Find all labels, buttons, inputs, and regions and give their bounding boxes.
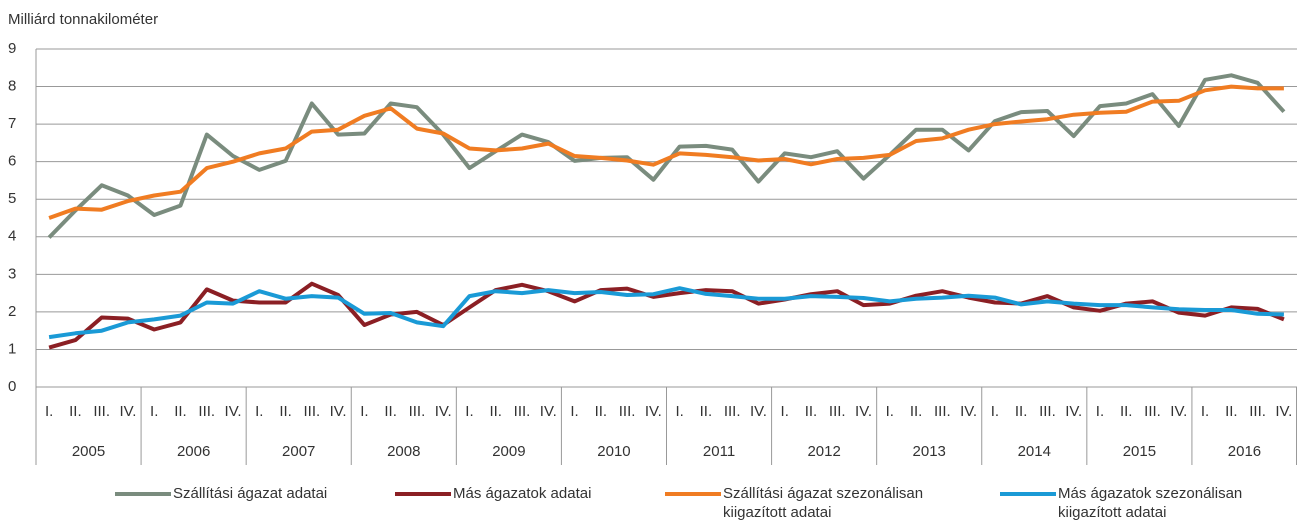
y-tick-label: 8: [8, 78, 16, 95]
year-label: 2010: [597, 443, 630, 460]
legend-item: Más ágazatok szezonálisan kiigazított ad…: [1000, 484, 1297, 522]
x-tick-label: III.: [1039, 403, 1056, 420]
y-tick-label: 7: [8, 115, 16, 132]
chart: Milliárd tonnakilométer 0 1 2 3 4 5 6 7 8 9 I. II. I…: [8, 11, 1297, 465]
y-tick-label: 2: [8, 303, 16, 320]
legend-item: Más ágazatok adatai: [395, 484, 653, 503]
legend-item: Szállítási ágazat szezonálisan kiigazíto…: [665, 484, 963, 522]
x-tick-label: IV.: [750, 403, 767, 420]
x-tick-label: II.: [279, 403, 292, 420]
year-label: 2012: [807, 443, 840, 460]
year-label: 2015: [1123, 443, 1156, 460]
x-tick-label: I.: [360, 403, 368, 420]
year-label: 2014: [1018, 443, 1051, 460]
y-tick-label: 6: [8, 153, 16, 170]
x-tick-label: I.: [886, 403, 894, 420]
x-tick-label: IV.: [1170, 403, 1187, 420]
x-tick-label: IV.: [435, 403, 452, 420]
x-tick-label: II.: [69, 403, 82, 420]
x-tick-label: I.: [1201, 403, 1209, 420]
year-label: 2011: [703, 443, 735, 460]
x-tick-label: II.: [174, 403, 187, 420]
x-tick-label: IV.: [960, 403, 977, 420]
legend-swatch: [665, 492, 721, 496]
y-tick-label: 4: [8, 228, 16, 245]
x-tick-label: III.: [304, 403, 321, 420]
x-tick-label: I.: [781, 403, 789, 420]
y-tick-label: 3: [8, 265, 16, 282]
x-tick-label: IV.: [330, 403, 347, 420]
x-tick-label: IV.: [540, 403, 557, 420]
x-tick-label: III.: [724, 403, 741, 420]
x-tick-label: I.: [150, 403, 158, 420]
y-tick-label: 0: [8, 378, 16, 395]
x-tick-label: I.: [1096, 403, 1104, 420]
legend-swatch: [1000, 492, 1056, 496]
x-tick-label: III.: [514, 403, 531, 420]
x-tick-label: IV.: [1065, 403, 1082, 420]
x-tick-label: II.: [1015, 403, 1028, 420]
legend-swatch: [115, 492, 171, 496]
x-tick-label: II.: [805, 403, 818, 420]
year-label: 2006: [177, 443, 210, 460]
legend-swatch: [395, 492, 451, 496]
y-tick-label: 9: [8, 40, 16, 57]
x-tick-label: I.: [465, 403, 473, 420]
x-tick-label: III.: [1249, 403, 1266, 420]
x-tick-label: IV.: [225, 403, 242, 420]
x-tick-label: IV.: [1275, 403, 1292, 420]
y-tick-label: 5: [8, 190, 16, 207]
series-line: [47, 73, 1286, 239]
x-tick-label: III.: [198, 403, 215, 420]
x-tick-label: III.: [829, 403, 846, 420]
legend-label: Más ágazatok adatai: [453, 485, 592, 502]
x-tick-label: I.: [45, 403, 53, 420]
x-tick-label: II.: [489, 403, 502, 420]
series-line: [48, 286, 1284, 340]
x-tick-label: I.: [991, 403, 999, 420]
x-tick-label: I.: [675, 403, 683, 420]
x-tick-label: III.: [619, 403, 636, 420]
x-tick-label: II.: [595, 403, 608, 420]
year-label: 2005: [72, 443, 105, 460]
x-tick-label: I.: [570, 403, 578, 420]
x-tick-label: I.: [255, 403, 263, 420]
y-axis-label: Milliárd tonnakilométer: [8, 11, 158, 28]
year-label: 2013: [913, 443, 946, 460]
legend-label: Szállítási ágazat szezonálisan kiigazíto…: [723, 485, 924, 521]
x-tick-label: III.: [934, 403, 951, 420]
year-label: 2009: [492, 443, 525, 460]
year-label: 2016: [1228, 443, 1261, 460]
y-tick-label: 1: [8, 340, 16, 357]
legend: Szállítási ágazat adatai Más ágazatok ada…: [0, 470, 1297, 530]
legend-label: Szállítási ágazat adatai: [173, 485, 328, 502]
x-tick-label: II.: [1120, 403, 1133, 420]
x-tick-label: III.: [93, 403, 110, 420]
x-tick-label: II.: [910, 403, 923, 420]
legend-label: Más ágazatok szezonálisan kiigazított ad…: [1058, 485, 1243, 521]
series-line: [48, 281, 1285, 350]
x-tick-label: III.: [409, 403, 426, 420]
x-tick-label: II.: [1225, 403, 1238, 420]
series-line: [48, 84, 1284, 220]
x-tick-label: III.: [1144, 403, 1161, 420]
x-tick-label: II.: [384, 403, 397, 420]
x-tick-label: IV.: [119, 403, 136, 420]
x-tick-label: IV.: [855, 403, 872, 420]
x-tick-label: II.: [700, 403, 713, 420]
legend-item: Szállítási ágazat adatai: [115, 484, 413, 503]
year-label: 2008: [387, 443, 420, 460]
x-tick-label: IV.: [645, 403, 662, 420]
year-label: 2007: [282, 443, 315, 460]
